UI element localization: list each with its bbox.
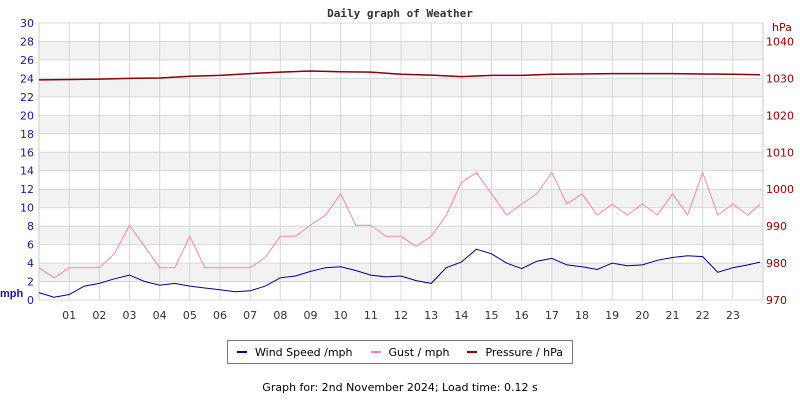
left-tick-label: 22 <box>20 91 34 104</box>
right-axis-unit: hPa <box>772 21 792 34</box>
right-tick-label: 970 <box>766 294 787 307</box>
left-tick-label: 8 <box>27 220 34 233</box>
left-tick-label: 6 <box>27 239 34 252</box>
right-tick-label: 1040 <box>766 35 794 48</box>
x-tick-label: 06 <box>213 309 227 322</box>
left-tick-label: 18 <box>20 128 34 141</box>
x-tick-label: 11 <box>364 309 378 322</box>
right-tick-label: 1000 <box>766 183 794 196</box>
left-tick-label: 24 <box>20 72 34 85</box>
right-tick-label: 1030 <box>766 72 794 85</box>
right-tick-label: 980 <box>766 257 787 270</box>
legend-item-gust: Gust / mph <box>370 345 450 359</box>
left-tick-label: 26 <box>20 54 34 67</box>
x-tick-label: 14 <box>454 309 468 322</box>
x-tick-label: 05 <box>183 309 197 322</box>
left-tick-label: 0 <box>27 294 34 307</box>
x-axis-ticks: 01 02 03 04 05 06 07 08 09 10 11 12 13 14 15 16 17 18 19 20… <box>62 309 740 322</box>
legend: Wind Speed /mph Gust / mph Pressure / hP… <box>227 340 573 364</box>
left-tick-label: 30 <box>20 17 34 30</box>
right-tick-label: 1020 <box>766 109 794 122</box>
x-tick-label: 08 <box>273 309 287 322</box>
left-tick-label: 4 <box>27 257 34 270</box>
legend-label-wind: Wind Speed /mph <box>255 345 353 359</box>
x-tick-label: 04 <box>153 309 167 322</box>
x-tick-label: 16 <box>515 309 529 322</box>
legend-label-pressure: Pressure / hPa <box>485 345 563 359</box>
left-tick-label: 20 <box>20 109 34 122</box>
grid-lines <box>38 22 764 301</box>
x-tick-label: 19 <box>605 309 619 322</box>
series-lines <box>38 70 761 298</box>
gust-swatch <box>370 351 381 353</box>
x-tick-label: 20 <box>635 309 649 322</box>
right-axis-ticks: 970 980 990 1000 1010 1020 1030 1040 <box>766 35 794 307</box>
legend-label-gust: Gust / mph <box>388 345 450 359</box>
left-axis-unit: mph <box>0 288 24 300</box>
x-tick-label: 13 <box>424 309 438 322</box>
left-tick-label: 28 <box>20 35 34 48</box>
legend-item-pressure: Pressure / hPa <box>467 346 563 359</box>
x-tick-label: 12 <box>394 309 408 322</box>
wind-swatch <box>237 351 247 353</box>
right-tick-label: 1010 <box>766 146 794 159</box>
left-tick-label: 2 <box>27 276 34 289</box>
x-tick-label: 21 <box>666 309 680 322</box>
x-tick-label: 09 <box>304 309 318 322</box>
left-tick-label: 10 <box>20 202 34 215</box>
legend-item-wind: Wind Speed /mph <box>237 346 353 359</box>
gust-line <box>38 171 761 279</box>
chart-title: Daily graph of Weather <box>327 7 473 20</box>
footer-text: Graph for: 2nd November 2024; Load time:… <box>262 381 538 394</box>
pressure-line <box>38 70 761 81</box>
x-tick-label: 17 <box>545 309 559 322</box>
left-tick-label: 16 <box>20 146 34 159</box>
x-tick-label: 15 <box>485 309 499 322</box>
x-tick-label: 02 <box>92 309 106 322</box>
right-tick-label: 990 <box>766 220 787 233</box>
left-tick-label: 14 <box>20 165 34 178</box>
left-tick-label: 12 <box>20 183 34 196</box>
pressure-swatch <box>467 351 478 353</box>
wind-speed-line <box>38 248 761 298</box>
x-tick-label: 01 <box>62 309 76 322</box>
x-tick-label: 03 <box>123 309 137 322</box>
x-tick-label: 18 <box>575 309 589 322</box>
x-tick-label: 10 <box>334 309 348 322</box>
x-tick-label: 23 <box>726 309 740 322</box>
x-tick-label: 07 <box>243 309 257 322</box>
x-tick-label: 22 <box>696 309 710 322</box>
